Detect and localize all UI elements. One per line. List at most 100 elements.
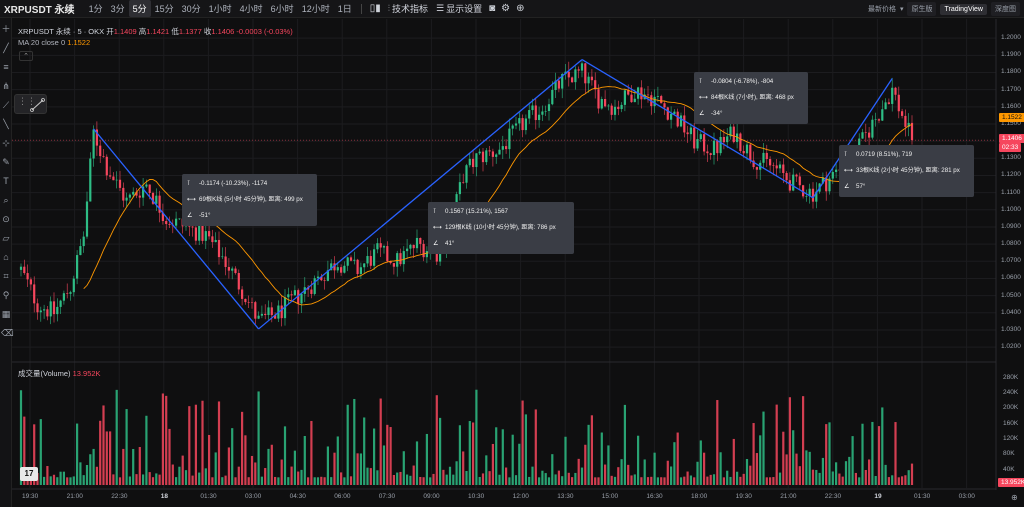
camera-icon[interactable]: ◙ [489,3,496,14]
candle-body [897,94,900,112]
volume-bar [541,470,544,485]
volume-bar [481,473,485,485]
trend-line-icon[interactable]: ╱ [3,43,9,53]
trend-line[interactable] [258,59,583,330]
latest-price-dropdown[interactable]: 最新价格 [867,6,896,13]
timeframe-6[interactable]: 4小时 [239,4,263,14]
candle-body [485,150,488,163]
timeframe-1[interactable]: 3分 [110,4,125,14]
volume-bar [142,474,145,485]
eye-icon[interactable]: ⚲ [2,290,10,300]
volume-bar [696,461,699,485]
trend-line[interactable] [93,128,260,330]
volume-bar [831,471,834,485]
symbol-selector[interactable]: XRPUSDT 永续 [4,5,75,16]
magnet-icon[interactable]: ⊙ [2,214,10,224]
crosshair-icon[interactable]: ＋ [1,24,11,34]
text-icon[interactable]: T [3,176,9,186]
layers-icon[interactable]: ▦ [1,309,11,319]
floating-draw-tool[interactable]: ⋮⋮ [14,94,47,114]
timeframe-0[interactable]: 1分 [88,4,103,14]
volume-bar [316,477,320,485]
display-settings-button[interactable]: ☰ 显示设置 [436,3,483,14]
volume-bar [184,470,188,485]
volume-legend[interactable]: 成交量(Volume) 13.952K [18,368,101,379]
candle-type-icon[interactable]: ▯▮ [369,3,381,14]
volume-bar [620,459,623,485]
measure-icon[interactable]: ⊹ [2,138,10,148]
volume-bar [59,471,62,485]
depth-chart-button[interactable]: 深度图 [991,2,1020,16]
time-tick-label: 21:00 [780,493,797,500]
horizontal-line-icon[interactable]: ≡ [3,62,9,72]
candle-body [495,154,498,157]
volume-bar [135,474,138,485]
volume-value-tag: 13.952K [998,478,1024,487]
candle-body [264,313,267,316]
candle-body [511,125,514,129]
volume-bar [82,475,85,485]
time-tick-label: 19:30 [735,493,752,500]
timeframe-7[interactable]: 6小时 [270,4,294,14]
volume-bar [435,395,438,485]
original-view-button[interactable]: 原生版 [907,2,937,16]
tooltip-text: 0.1567 (15.21%), 1567 [445,208,508,215]
ray-icon[interactable]: ╲ [3,119,9,129]
time-tick-label: 03:00 [958,493,975,500]
more-icon[interactable]: ⊕ [516,3,525,14]
timeframe-2[interactable]: 5分 [128,0,151,17]
shape-icon[interactable]: ▱ [2,233,10,243]
timeframe-8[interactable]: 12小时 [301,4,330,14]
candle-body [835,169,838,172]
candle-body [151,192,155,204]
candle-body [729,126,732,137]
volume-bar [118,477,122,485]
candle-body [498,149,501,155]
timeframe-5[interactable]: 1小时 [208,4,232,14]
tradingview-logo[interactable]: 17 [20,467,38,481]
candle-body [881,109,884,121]
ma-legend[interactable]: MA 20 close 0 1.1522 [18,38,90,47]
tooltip-text: 57° [856,183,866,190]
volume-bar [848,456,851,485]
timeframe-9[interactable]: 1日 [337,4,352,14]
fib-icon[interactable]: ⟋ [2,100,10,110]
volume-bar [514,475,518,485]
candle-body [254,302,257,319]
volume-bar [802,396,805,485]
candle-body [122,187,125,201]
volume-bar [373,428,376,485]
volume-bar [508,477,511,485]
drag-handle-icon[interactable]: ⋮⋮ [18,96,36,106]
trend-line[interactable] [812,78,893,199]
zoom-icon[interactable]: ⌕ [3,195,9,205]
candle-body [300,293,303,304]
volume-bar [43,476,46,485]
timeframe-3[interactable]: 15分 [154,4,174,14]
candle-body [412,244,415,249]
volume-bar [234,477,237,485]
settings-icon[interactable]: ⚙ [501,3,511,14]
pitchfork-icon[interactable]: ⋔ [2,81,10,91]
goto-realtime-icon[interactable]: ⊕ [1011,493,1018,502]
candle-body [257,315,260,319]
brush-icon[interactable]: ✎ [2,157,10,167]
price-range-icon: ⊺ [187,180,191,187]
candle-body [722,136,725,143]
candle-body [425,251,428,258]
collapse-legend-button[interactable]: ⌃ [19,51,33,61]
lock-icon[interactable]: ⌂ [3,252,9,262]
indicators-button[interactable]: ⫶ 技术指标 [387,3,429,14]
bar-range-icon: ⟷ [699,94,708,101]
candle-body [66,293,69,294]
volume-bar [237,466,240,485]
grid-icon[interactable]: ⌗ [3,271,9,281]
timeframe-4[interactable]: 30分 [181,4,201,14]
trash-icon[interactable]: ⌫ [1,328,14,338]
tradingview-button[interactable]: TradingView [940,3,987,15]
time-tick-label: 10:30 [468,493,485,500]
trend-line[interactable] [581,59,814,199]
volume-bar [250,455,254,485]
volume-bar [425,433,428,485]
